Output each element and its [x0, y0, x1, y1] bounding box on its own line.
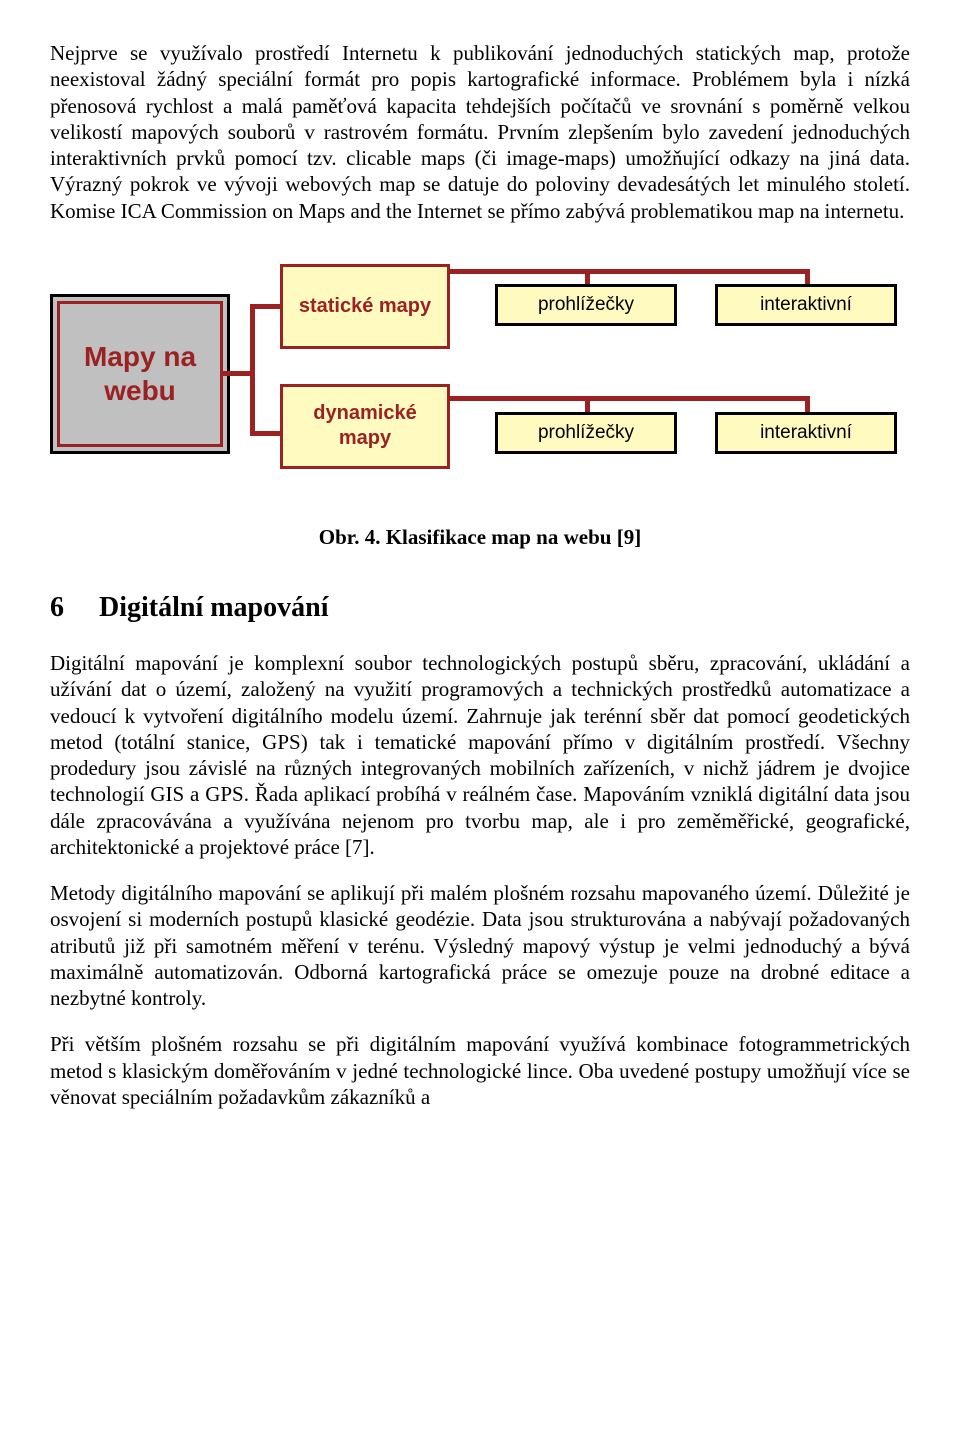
diagram-leaf-static-interactive: interaktivní: [715, 284, 897, 326]
classification-diagram: Mapy na webu statické mapy dynamické map…: [50, 254, 910, 484]
section-title: Digitální mapování: [99, 592, 328, 623]
paragraph-4: Při větším plošném rozsahu se při digitá…: [50, 1031, 910, 1110]
paragraph-2: Digitální mapování je komplexní soubor t…: [50, 650, 910, 860]
figure-caption: Obr. 4. Klasifikace map na webu [9]: [50, 524, 910, 550]
paragraph-intro: Nejprve se využívalo prostředí Internetu…: [50, 40, 910, 224]
diagram-cat-dynamic: dynamické mapy: [280, 384, 450, 469]
diagram-cat-static: statické mapy: [280, 264, 450, 349]
section-number: 6: [50, 590, 92, 625]
diagram-root: Mapy na webu: [57, 301, 223, 447]
diagram-leaf-dynamic-viewers: prohlížečky: [495, 412, 677, 454]
connector: [447, 396, 810, 401]
diagram-wrapper: Mapy na webu statické mapy dynamické map…: [50, 254, 910, 484]
paragraph-3: Metody digitálního mapování se aplikují …: [50, 880, 910, 1011]
connector: [250, 304, 255, 436]
diagram-leaf-static-viewers: prohlížečky: [495, 284, 677, 326]
section-heading: 6 Digitální mapování: [50, 590, 910, 625]
diagram-leaf-dynamic-interactive: interaktivní: [715, 412, 897, 454]
connector: [447, 269, 810, 274]
